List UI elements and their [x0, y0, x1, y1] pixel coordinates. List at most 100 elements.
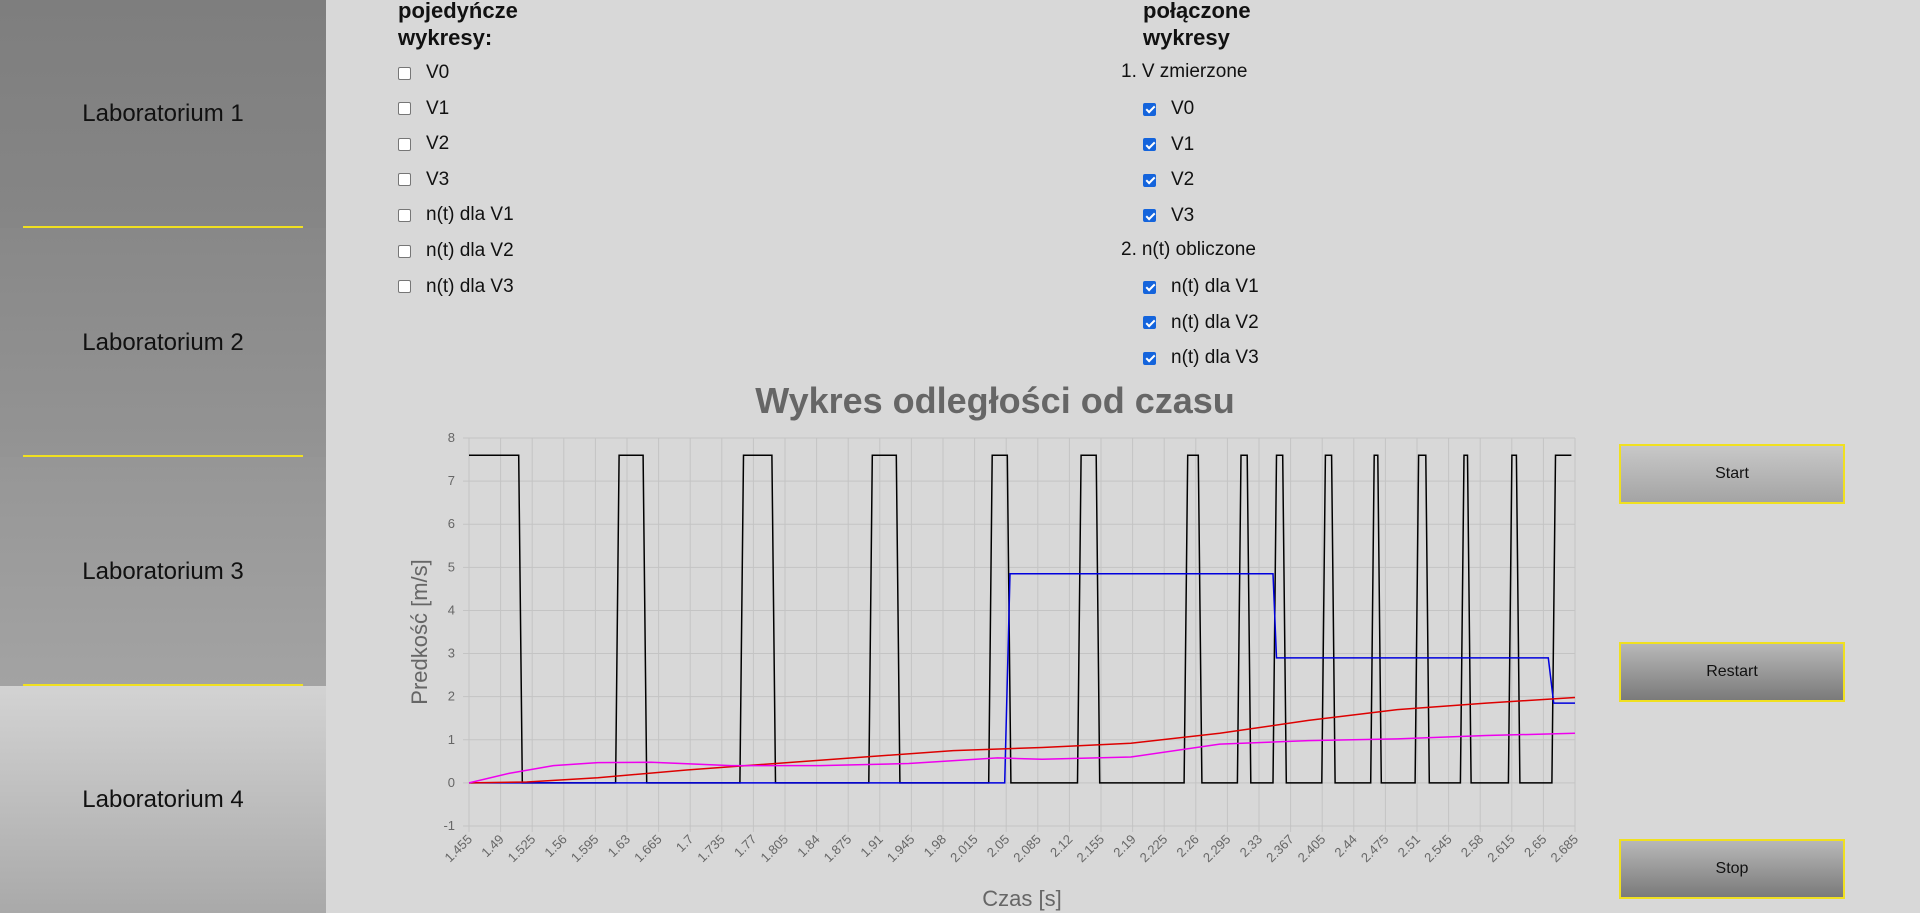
checkbox[interactable]: [1143, 173, 1156, 187]
combined-nt-option[interactable]: n(t) dla V3: [1143, 346, 1259, 370]
checkbox[interactable]: [398, 244, 411, 258]
x-tick-label: 2.225: [1137, 832, 1171, 866]
x-tick-label: 2.545: [1421, 832, 1455, 866]
y-tick-label: 1: [448, 732, 455, 747]
x-tick-label: 2.51: [1395, 832, 1424, 861]
x-tick-label: 2.015: [947, 832, 981, 866]
checkbox-label: n(t) dla V2: [1171, 311, 1259, 333]
single-chart-option[interactable]: n(t) dla V2: [398, 239, 514, 263]
x-tick-label: 2.295: [1200, 832, 1234, 866]
combined-v-option[interactable]: V0: [1143, 97, 1194, 121]
checkbox[interactable]: [398, 173, 411, 187]
x-tick-label: 1.945: [884, 832, 918, 866]
sidebar-item-label: Laboratorium 4: [82, 785, 244, 813]
y-tick-label: 8: [448, 430, 455, 445]
series-line-2: [468, 696, 1576, 784]
y-tick-label: 4: [448, 602, 455, 617]
sidebar-divider: [23, 684, 303, 686]
x-tick-label: 1.84: [794, 832, 823, 861]
sidebar-item-label: Laboratorium 3: [82, 557, 244, 585]
combined-charts-title-line2: wykresy: [1143, 25, 1230, 50]
group-number: 2.: [1121, 239, 1137, 260]
x-tick-label: 2.475: [1358, 832, 1392, 866]
checkbox-label: V3: [1171, 204, 1195, 226]
x-tick-label: 1.49: [478, 832, 507, 861]
series-line-1: [469, 573, 1575, 784]
sidebar-item-laboratorium-1[interactable]: Laboratorium 1: [0, 0, 326, 228]
combined-charts-title-line1: połączone: [1143, 0, 1251, 23]
restart-button[interactable]: Restart: [1619, 642, 1845, 702]
series-line-3: [468, 732, 1576, 784]
y-axis-title: Predkość [m/s]: [407, 559, 432, 704]
checkbox-label: n(t) dla V3: [426, 275, 514, 297]
checkbox-label: n(t) dla V2: [426, 240, 514, 261]
single-chart-option[interactable]: V3: [398, 168, 449, 192]
x-tick-label: 2.33: [1237, 832, 1266, 861]
single-chart-option[interactable]: n(t) dla V3: [398, 275, 514, 299]
sidebar-item-laboratorium-4[interactable]: Laboratorium 4: [0, 686, 326, 913]
x-tick-label: 2.44: [1331, 832, 1360, 861]
checkbox-label: V0: [426, 62, 450, 83]
checkbox[interactable]: [1143, 138, 1156, 152]
x-tick-label: 2.615: [1484, 832, 1518, 866]
x-tick-label: 2.58: [1458, 832, 1487, 861]
x-tick-label: 1.735: [694, 832, 728, 866]
checkbox[interactable]: [1143, 209, 1156, 223]
x-tick-label: 1.525: [505, 832, 539, 866]
single-charts-title: pojedyńcze wykresy:: [398, 0, 518, 51]
combined-v-option[interactable]: V2: [1143, 168, 1194, 192]
group-label: V zmierzone: [1141, 61, 1248, 82]
sidebar-divider: [23, 455, 303, 457]
stop-button[interactable]: Stop: [1619, 839, 1845, 899]
checkbox[interactable]: [1143, 316, 1156, 330]
x-tick-label: 1.63: [605, 832, 634, 861]
single-chart-option[interactable]: V2: [398, 132, 449, 156]
checkbox[interactable]: [398, 102, 411, 116]
single-chart-option[interactable]: n(t) dla V1: [398, 203, 514, 227]
x-tick-label: 1.665: [631, 832, 665, 866]
checkbox[interactable]: [398, 208, 411, 222]
checkbox-label: n(t) dla V3: [1171, 347, 1259, 369]
y-tick-label: 5: [448, 559, 455, 574]
chart-title: Wykres odległości od czasu: [755, 380, 1235, 421]
combined-v-option[interactable]: V1: [1143, 133, 1194, 157]
group-nt-calculated: 2. n(t) obliczone: [1121, 239, 1256, 261]
checkbox-label: V0: [1171, 98, 1195, 119]
x-tick-label: 1.7: [673, 832, 696, 855]
sidebar-item-laboratorium-2[interactable]: Laboratorium 2: [0, 228, 326, 457]
checkbox[interactable]: [1143, 351, 1156, 365]
x-tick-label: 1.455: [442, 832, 476, 866]
x-tick-label: 1.56: [541, 832, 570, 861]
x-tick-label: 2.367: [1263, 832, 1297, 866]
checkbox-label: n(t) dla V1: [426, 204, 514, 226]
x-tick-label: 2.405: [1295, 832, 1329, 866]
checkbox[interactable]: [1143, 102, 1156, 116]
checkbox[interactable]: [1143, 280, 1156, 294]
checkbox[interactable]: [398, 137, 411, 151]
x-tick-label: 2.05: [984, 832, 1013, 861]
x-tick-label: 1.875: [821, 832, 855, 866]
single-chart-option[interactable]: V1: [398, 97, 449, 121]
checkbox[interactable]: [398, 280, 411, 294]
x-tick-label: 2.12: [1047, 832, 1076, 861]
combined-v-option[interactable]: V3: [1143, 204, 1194, 228]
x-tick-label: 2.685: [1548, 832, 1582, 866]
x-tick-label: 2.085: [1010, 832, 1044, 866]
checkbox-label: V2: [426, 133, 450, 155]
x-tick-label: 1.595: [568, 832, 602, 866]
y-tick-label: -1: [443, 818, 455, 833]
x-tick-label: 1.77: [731, 832, 760, 861]
combined-nt-option[interactable]: n(t) dla V2: [1143, 311, 1259, 335]
y-tick-label: 7: [448, 473, 455, 488]
y-tick-label: 3: [448, 646, 455, 661]
start-button[interactable]: Start: [1619, 444, 1845, 504]
x-tick-label: 2.26: [1173, 832, 1202, 861]
checkbox-label: n(t) dla V1: [1171, 276, 1259, 297]
y-tick-label: 6: [448, 516, 455, 531]
sidebar-item-laboratorium-3[interactable]: Laboratorium 3: [0, 457, 326, 686]
x-tick-label: 1.91: [857, 832, 886, 861]
combined-nt-option[interactable]: n(t) dla V1: [1143, 275, 1259, 299]
single-chart-option[interactable]: V0: [398, 61, 449, 85]
checkbox[interactable]: [398, 66, 411, 80]
